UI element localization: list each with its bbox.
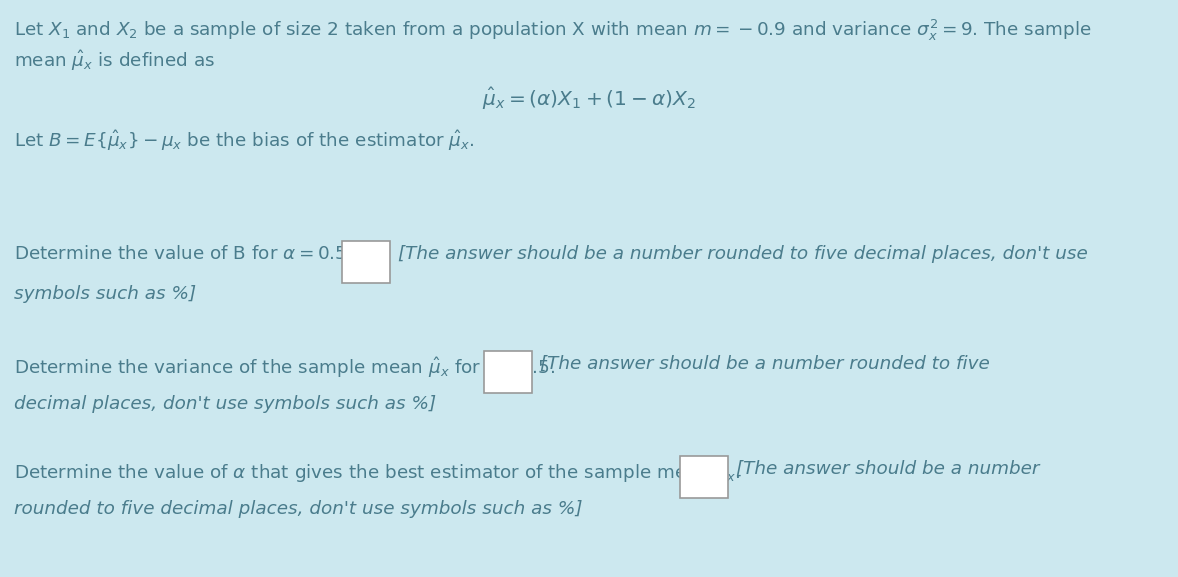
- Text: [The answer should be a number rounded to five decimal places, don't use: [The answer should be a number rounded t…: [398, 245, 1087, 263]
- Text: [The answer should be a number: [The answer should be a number: [736, 460, 1039, 478]
- Text: Determine the value of B for $\alpha = 0.5$.: Determine the value of B for $\alpha = 0…: [14, 245, 352, 263]
- FancyBboxPatch shape: [342, 241, 390, 283]
- Text: Determine the value of $\alpha$ that gives the best estimator of the sample mean: Determine the value of $\alpha$ that giv…: [14, 460, 740, 485]
- FancyBboxPatch shape: [680, 456, 728, 498]
- Text: Determine the variance of the sample mean $\hat{\mu}_x$ for $\alpha = 0.5$.: Determine the variance of the sample mea…: [14, 355, 555, 380]
- Text: Let $\mathit{B} = E\{\hat{\mu}_x\} - \mu_x$ be the bias of the estimator $\hat{\: Let $\mathit{B} = E\{\hat{\mu}_x\} - \mu…: [14, 128, 475, 153]
- Text: $\hat{\mu}_x = (\alpha)X_1 + (1 - \alpha)X_2$: $\hat{\mu}_x = (\alpha)X_1 + (1 - \alpha…: [482, 86, 696, 112]
- Text: [The answer should be a number rounded to five: [The answer should be a number rounded t…: [540, 355, 990, 373]
- Text: Let $\mathit{X}_1$ and $\mathit{X}_2$ be a sample of size 2 taken from a populat: Let $\mathit{X}_1$ and $\mathit{X}_2$ be…: [14, 18, 1092, 43]
- Text: mean $\hat{\mu}_x$ is defined as: mean $\hat{\mu}_x$ is defined as: [14, 48, 216, 73]
- Text: decimal places, don't use symbols such as %]: decimal places, don't use symbols such a…: [14, 395, 436, 413]
- Text: symbols such as %]: symbols such as %]: [14, 285, 196, 303]
- FancyBboxPatch shape: [484, 351, 532, 393]
- Text: rounded to five decimal places, don't use symbols such as %]: rounded to five decimal places, don't us…: [14, 500, 582, 518]
